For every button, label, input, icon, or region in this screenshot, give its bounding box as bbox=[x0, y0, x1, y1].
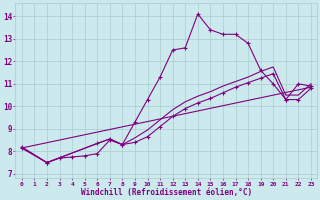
X-axis label: Windchill (Refroidissement éolien,°C): Windchill (Refroidissement éolien,°C) bbox=[81, 188, 252, 197]
